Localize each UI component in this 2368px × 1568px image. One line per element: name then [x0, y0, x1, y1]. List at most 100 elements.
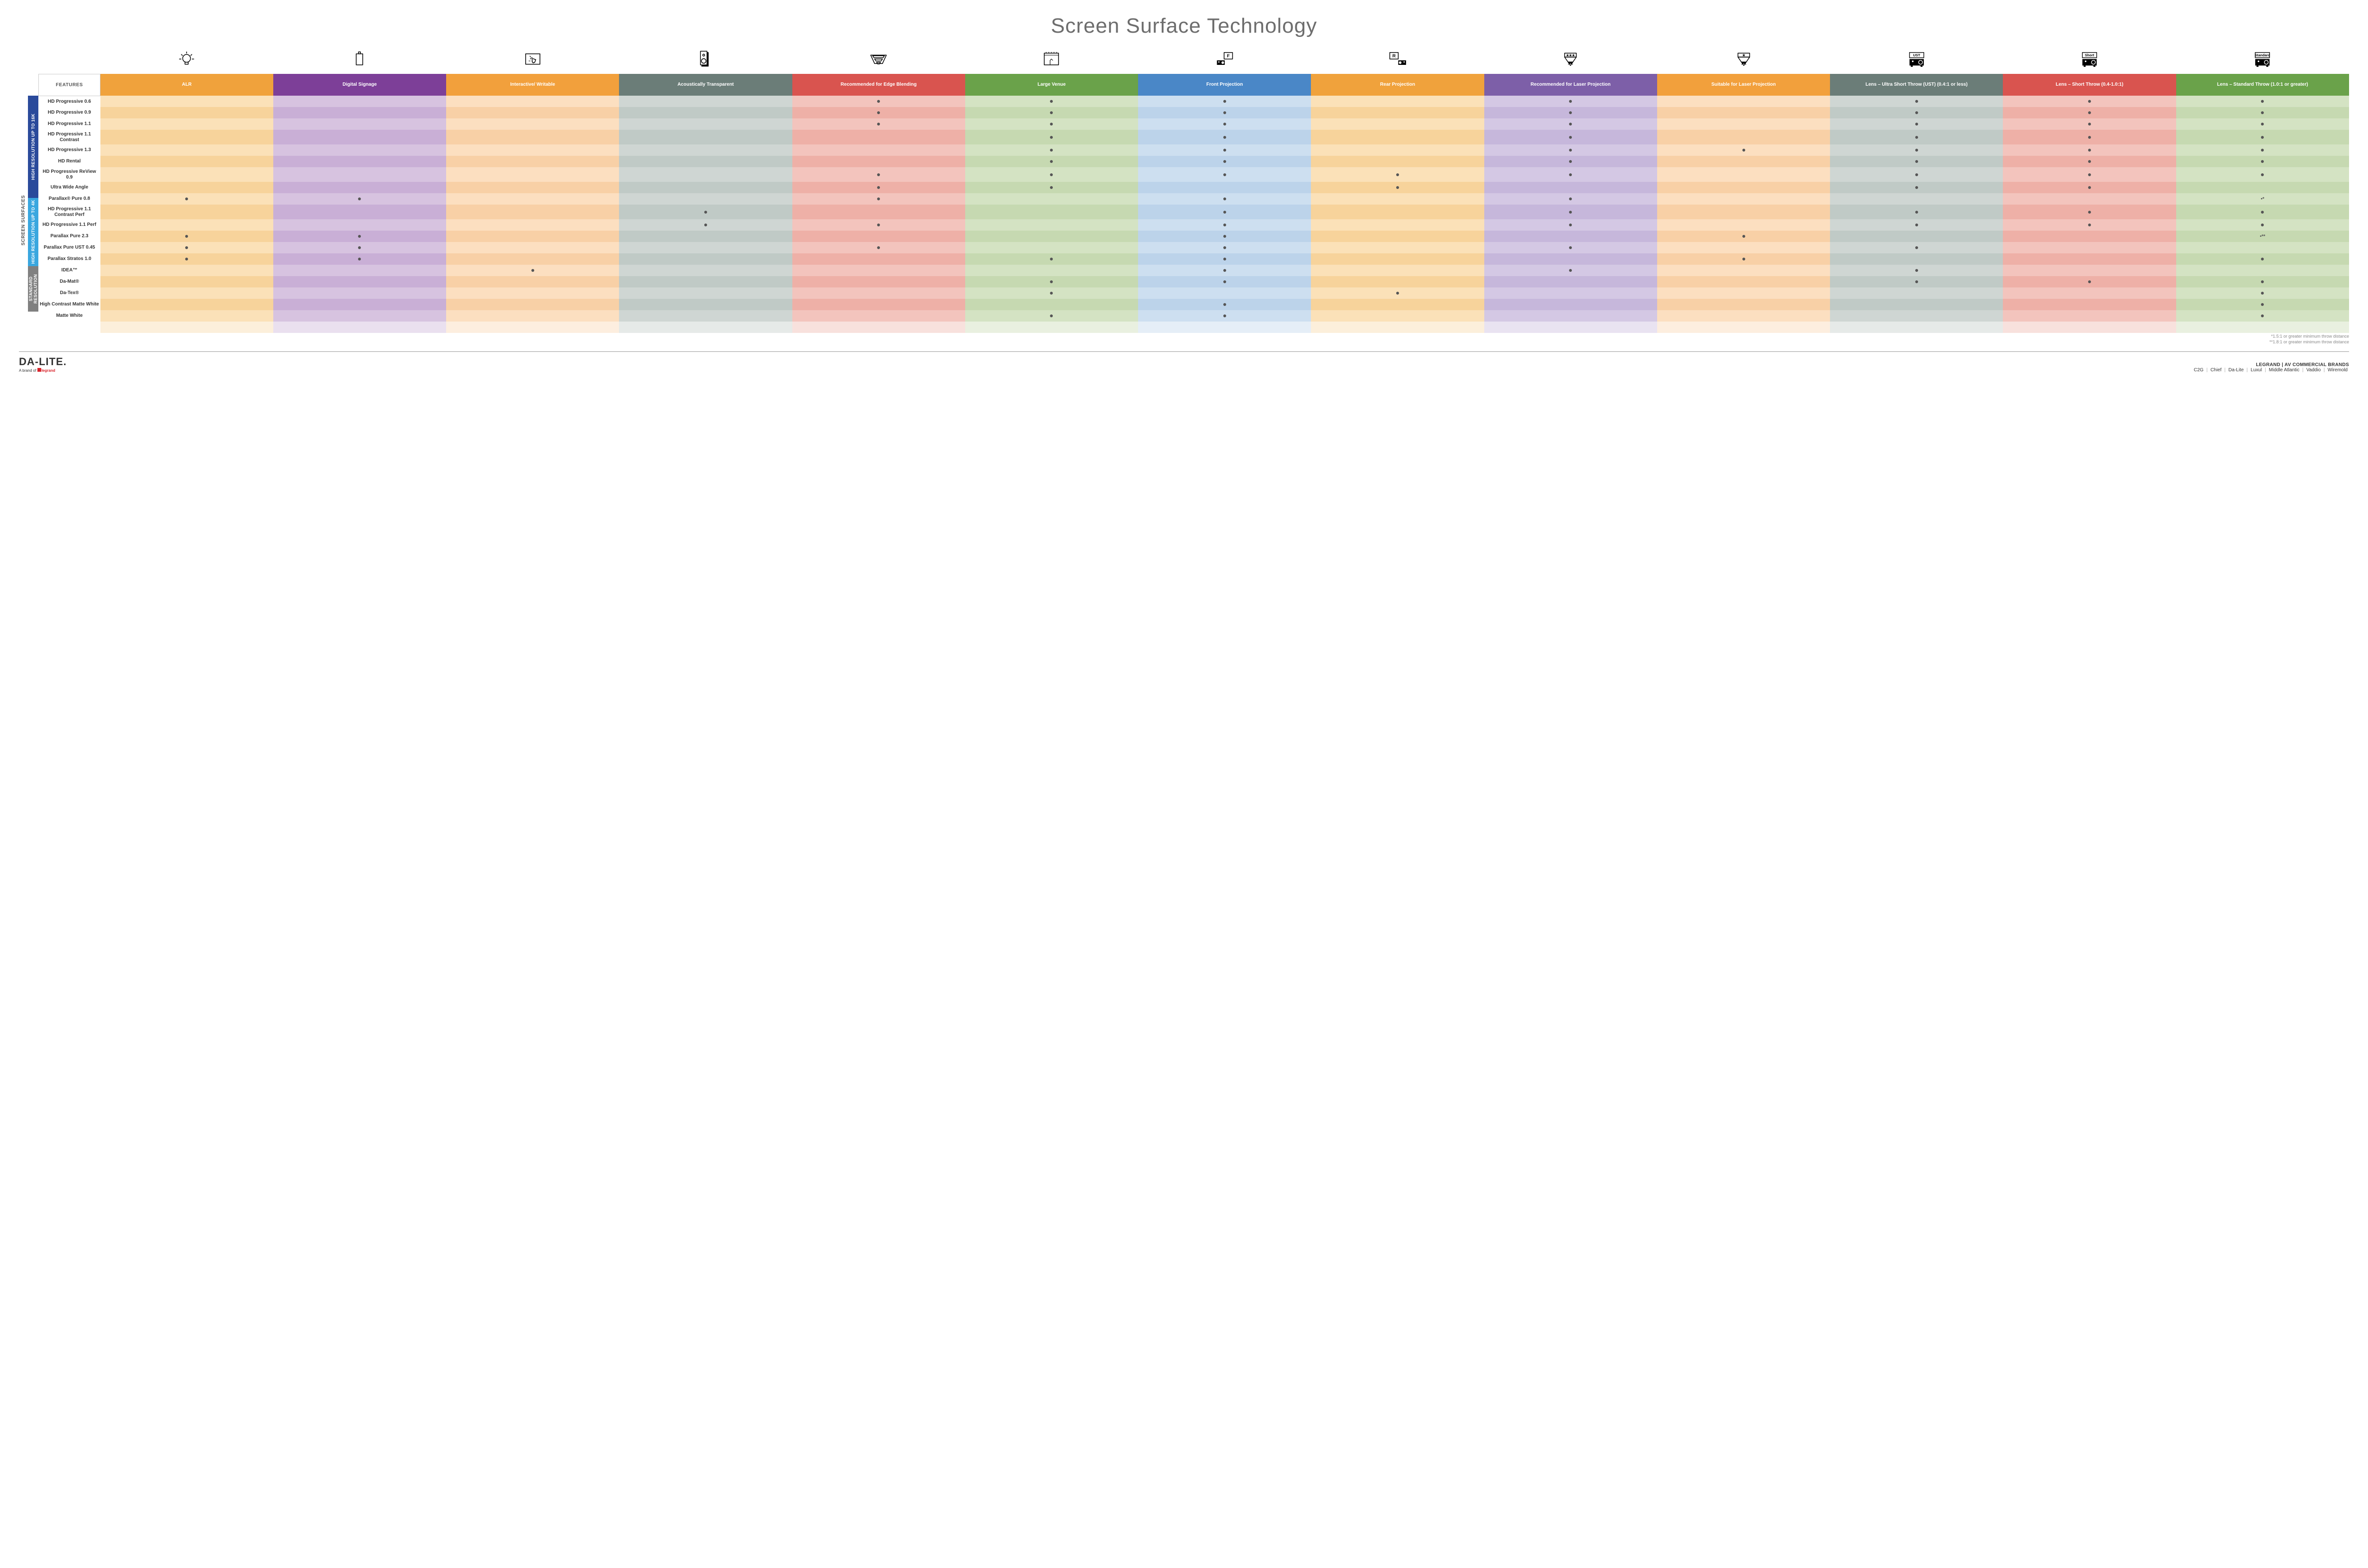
cell-dsign: [273, 242, 446, 253]
cell-alr: [100, 144, 273, 156]
group-g4k: HIGH RESOLUTION UP TO 4K: [28, 198, 38, 266]
footer-brand: C2G: [2192, 367, 2205, 373]
cell-alr: [100, 276, 273, 287]
row-label: HD Progressive 1.1 Perf: [39, 219, 100, 231]
cell-rear: [1311, 167, 1484, 182]
cell-edge: [792, 242, 965, 253]
cell-dsign: [273, 130, 446, 144]
cell-inter: [446, 310, 619, 322]
cell-std: [2176, 299, 2349, 310]
cell-edge: [792, 156, 965, 167]
cell-acous: [619, 287, 792, 299]
row-label: Parallax Stratos 1.0: [39, 253, 100, 265]
cell-acous: [619, 167, 792, 182]
cell-rear: [1311, 253, 1484, 265]
cell-venue: [965, 107, 1138, 118]
cell-std: [2176, 167, 2349, 182]
cell-ust: [1830, 182, 2003, 193]
feature-matrix-table: FR★★★★USTShortStandard FEATURESALRDigita…: [38, 46, 2349, 333]
cell-inter: [446, 205, 619, 219]
group-gstd: STANDARD RESOLUTION: [28, 266, 38, 312]
cell-front: [1138, 299, 1311, 310]
cell-inter: [446, 144, 619, 156]
cell-venue: [965, 242, 1138, 253]
cell-edge: [792, 310, 965, 322]
cell-alr: [100, 193, 273, 205]
cell-ust: [1830, 205, 2003, 219]
features-header: FEATURES: [39, 74, 100, 96]
cell-rlaser: [1484, 265, 1657, 276]
proj_ust-icon: UST: [1830, 46, 2003, 74]
page-footer: DA-LITE. A brand of legrand LEGRAND | AV…: [19, 351, 2349, 373]
cell-ust: [1830, 167, 2003, 182]
cell-slaser: [1657, 310, 1830, 322]
cell-dsign: [273, 253, 446, 265]
row-label: HD Progressive 0.9: [39, 107, 100, 118]
cell-ust: [1830, 299, 2003, 310]
cell-inter: [446, 219, 619, 231]
cell-edge: [792, 193, 965, 205]
cell-front: [1138, 182, 1311, 193]
cell-front: [1138, 130, 1311, 144]
footer-right: LEGRAND | AV COMMERCIAL BRANDS C2G|Chief…: [2192, 362, 2349, 373]
svg-text:Short: Short: [2085, 53, 2094, 57]
cell-rlaser: [1484, 205, 1657, 219]
cell-rlaser: [1484, 242, 1657, 253]
cell-rlaser: [1484, 276, 1657, 287]
proj_short-icon: Short: [2003, 46, 2176, 74]
rear-icon: R: [1311, 46, 1484, 74]
col-header-short: Lens – Short Throw (0.4-1.0:1): [2003, 74, 2176, 96]
cell-short: [2003, 118, 2176, 130]
svg-text:R: R: [1392, 54, 1396, 59]
cell-std: [2176, 287, 2349, 299]
row-label: HD Progressive 1.3: [39, 144, 100, 156]
cell-alr: [100, 253, 273, 265]
cell-dsign: [273, 107, 446, 118]
cell-acous: [619, 193, 792, 205]
cell-rlaser: [1484, 118, 1657, 130]
cell-short: [2003, 287, 2176, 299]
cell-venue: [965, 287, 1138, 299]
cell-std: [2176, 118, 2349, 130]
cell-short: [2003, 276, 2176, 287]
brand-logo-text: DA-LITE.: [19, 356, 67, 368]
cell-rear: [1311, 193, 1484, 205]
cell-dsign: [273, 144, 446, 156]
cell-edge: [792, 299, 965, 310]
cell-rear: [1311, 276, 1484, 287]
cell-ust: [1830, 156, 2003, 167]
cell-venue: [965, 96, 1138, 107]
footer-brand: Vaddio: [2305, 367, 2322, 373]
svg-text:UST: UST: [1913, 53, 1920, 57]
col-header-std: Lens – Standard Throw (1.0:1 or greater): [2176, 74, 2349, 96]
cell-venue: [965, 253, 1138, 265]
cell-std: [2176, 130, 2349, 144]
cell-ust: [1830, 276, 2003, 287]
cell-edge: [792, 144, 965, 156]
page-title: Screen Surface Technology: [19, 14, 2349, 38]
cell-inter: [446, 96, 619, 107]
laser3-icon: ★★★: [1484, 46, 1657, 74]
matrix-container: SCREEN SURFACES HIGH RESOLUTION UP TO 16…: [19, 46, 2349, 345]
cell-acous: [619, 118, 792, 130]
cell-slaser: [1657, 242, 1830, 253]
cell-front: [1138, 96, 1311, 107]
svg-text:Standard: Standard: [2255, 53, 2270, 57]
col-header-acous: Acoustically Transparent: [619, 74, 792, 96]
cell-rear: [1311, 107, 1484, 118]
cell-alr: [100, 242, 273, 253]
cell-short: [2003, 219, 2176, 231]
cell-inter: [446, 276, 619, 287]
cell-std: •*: [2176, 193, 2349, 205]
cell-ust: [1830, 242, 2003, 253]
cell-inter: [446, 107, 619, 118]
cell-std: •**: [2176, 231, 2349, 242]
footer-brand: Middle Atlantic: [2268, 367, 2301, 373]
cell-acous: [619, 107, 792, 118]
cell-short: [2003, 265, 2176, 276]
cell-alr: [100, 107, 273, 118]
row-label: HD Rental: [39, 156, 100, 167]
cell-dsign: [273, 219, 446, 231]
cell-front: [1138, 144, 1311, 156]
cell-acous: [619, 310, 792, 322]
